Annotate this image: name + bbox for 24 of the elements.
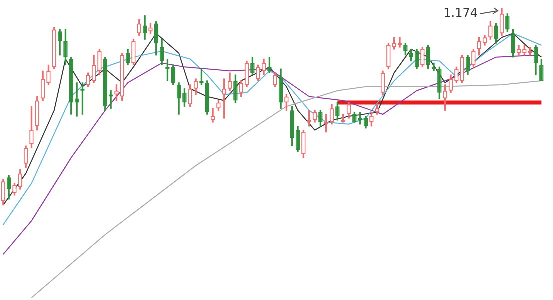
candlestick bbox=[386, 43, 391, 70]
candlestick bbox=[12, 183, 17, 196]
candlestick bbox=[318, 110, 323, 127]
candlestick bbox=[302, 130, 306, 158]
candlestick bbox=[352, 112, 357, 123]
candlestick bbox=[46, 64, 51, 86]
candlestick bbox=[370, 112, 374, 127]
candlestick bbox=[98, 49, 102, 76]
candlestick bbox=[30, 106, 34, 148]
candlestick bbox=[216, 100, 221, 111]
candlestick bbox=[64, 29, 68, 66]
candlestick bbox=[420, 47, 425, 68]
candlestick bbox=[132, 39, 136, 66]
candlestick bbox=[234, 74, 238, 104]
candlestick bbox=[182, 88, 187, 107]
candlestick bbox=[404, 43, 408, 56]
candlestick bbox=[114, 84, 119, 102]
candlestick bbox=[398, 37, 402, 48]
candlestick bbox=[250, 56, 255, 76]
candlestick bbox=[148, 23, 153, 34]
candlestick bbox=[336, 102, 340, 121]
candlestick bbox=[268, 56, 272, 74]
annotation: 1.174 bbox=[444, 6, 478, 20]
candlestick bbox=[284, 94, 289, 111]
